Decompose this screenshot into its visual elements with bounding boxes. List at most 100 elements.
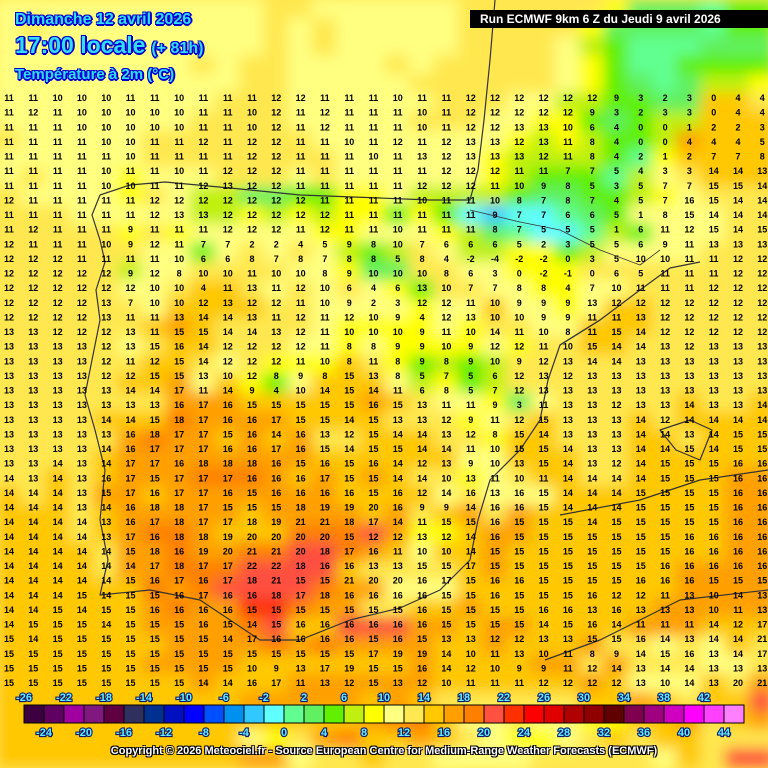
temperature-cell: [481, 223, 509, 245]
grid-value: 13: [587, 605, 597, 615]
grid-value: 13: [660, 400, 670, 410]
temperature-cell: [433, 411, 460, 432]
temperature-cell: [263, 354, 290, 376]
temperature-cell: [408, 392, 436, 414]
grid-value: 13: [77, 503, 87, 513]
grid-value: 10: [247, 122, 257, 132]
grid-value: 5: [565, 225, 570, 235]
grid-value: 7: [590, 195, 595, 205]
grid-value: 9: [128, 269, 133, 279]
grid-value: 6: [468, 239, 473, 249]
temperature-cell: [627, 36, 654, 58]
grid-value: 15: [611, 546, 621, 556]
temperature-cell: [724, 92, 752, 114]
temperature-cell: [238, 429, 266, 451]
grid-value: 16: [174, 605, 184, 615]
temperature-cell: [311, 392, 339, 414]
grid-value: 8: [322, 371, 327, 381]
grid-value: 15: [757, 225, 767, 235]
grid-value: 11: [4, 93, 14, 103]
grid-value: 10: [271, 269, 281, 279]
temperature-cell: [554, 242, 582, 264]
temperature-cell: [117, 354, 144, 376]
temperature-cell: [627, 354, 654, 376]
temperature-cell: [165, 186, 193, 208]
grid-value: 14: [563, 488, 573, 498]
legend-swatch: [723, 704, 745, 724]
grid-value: 11: [126, 254, 136, 264]
temperature-cell: [165, 111, 193, 133]
grid-value: 12: [4, 298, 14, 308]
temperature-cell: [214, 17, 241, 39]
grid-value: 8: [590, 137, 595, 147]
grid-value: 13: [417, 283, 427, 293]
grid-value: 15: [684, 210, 694, 220]
grid-value: 13: [514, 122, 524, 132]
grid-value: 10: [125, 108, 135, 118]
temperature-cell: [724, 279, 752, 301]
temperature-cell: [214, 36, 241, 58]
temperature-cell: [530, 242, 557, 264]
temperature-cell: [700, 354, 727, 376]
temperature-cell: [481, 55, 509, 76]
temperature-cell: [481, 36, 509, 58]
grid-value: 15: [709, 459, 719, 469]
temperature-cell: [433, 130, 460, 151]
grid-value: 16: [320, 459, 330, 469]
grid-value: 14: [368, 386, 378, 396]
temperature-cell: [433, 448, 460, 470]
grid-value: 10: [125, 181, 135, 191]
grid-value: 15: [611, 634, 621, 644]
temperature-cell: [165, 392, 193, 414]
grid-value: 13: [539, 122, 549, 132]
grid-value: 14: [563, 444, 573, 454]
grid-value: 10: [466, 327, 476, 337]
grid-value: 8: [590, 152, 595, 162]
temperature-cell: [117, 373, 144, 395]
grid-value: 16: [271, 459, 281, 469]
grid-value: 13: [441, 429, 451, 439]
grid-value: 18: [296, 561, 306, 571]
grid-value: 15: [77, 620, 87, 630]
grid-value: 15: [539, 561, 549, 571]
temperature-cell: [651, 55, 679, 76]
temperature-cell: [141, 354, 168, 376]
temperature-cell: [20, 279, 47, 301]
grid-value: 11: [101, 210, 111, 220]
grid-value: 17: [125, 488, 135, 498]
temperature-cell: [749, 448, 768, 470]
temperature-cell: [481, 411, 509, 432]
grid-value: 12: [611, 590, 621, 600]
grid-value: 13: [296, 663, 306, 673]
grid-value: 12: [514, 108, 524, 118]
grid-value: 5: [420, 371, 425, 381]
grid-value: 15: [174, 649, 184, 659]
temperature-cell: [506, 73, 533, 95]
grid-value: 17: [198, 503, 208, 513]
grid-value: 16: [174, 459, 184, 469]
grid-value: 15: [53, 620, 63, 630]
grid-value: 13: [539, 386, 549, 396]
grid-value: 11: [4, 225, 14, 235]
grid-value: 17: [223, 473, 233, 483]
temperature-cell: [408, 448, 436, 470]
grid-value: 15: [441, 517, 451, 527]
grid-value: 15: [4, 663, 14, 673]
grid-value: 11: [126, 166, 136, 176]
temperature-cell: [336, 354, 363, 376]
grid-value: 16: [198, 620, 208, 630]
grid-value: 13: [757, 166, 767, 176]
grid-value: 13: [4, 356, 14, 366]
grid-value: 12: [539, 678, 549, 688]
grid-value: 14: [101, 561, 111, 571]
temperature-cell: [141, 279, 168, 301]
grid-value: 13: [28, 371, 38, 381]
temperature-cell: [676, 279, 703, 301]
grid-value: 12: [28, 283, 38, 293]
grid-value: 17: [174, 473, 184, 483]
grid-value: 14: [660, 444, 670, 454]
grid-value: 11: [29, 122, 39, 132]
grid-value: 18: [296, 503, 306, 513]
grid-value: 10: [344, 137, 354, 147]
grid-value: 16: [490, 590, 500, 600]
